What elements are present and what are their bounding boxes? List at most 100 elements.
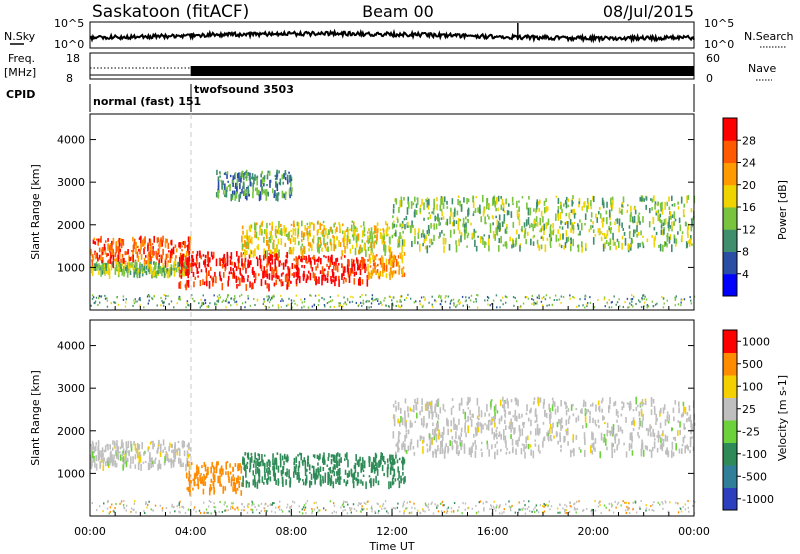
power-echo — [545, 222, 547, 230]
power-echo — [188, 259, 191, 262]
power-echo — [300, 239, 303, 243]
power-echo — [254, 174, 256, 181]
power-echo — [281, 190, 284, 199]
power-echo — [606, 201, 608, 208]
velocity-echo — [490, 400, 492, 408]
power-echo — [687, 223, 690, 230]
power-echo — [199, 250, 201, 256]
power-echo — [135, 268, 137, 275]
power-echo — [637, 242, 639, 249]
velocity-echo — [293, 457, 296, 464]
velocity-echo — [382, 503, 385, 506]
power-echo — [147, 267, 149, 272]
power-echo — [353, 225, 355, 229]
power-echo — [390, 270, 393, 275]
power-echo — [127, 249, 129, 255]
velocity-echo — [233, 477, 236, 481]
power-echo — [337, 294, 339, 297]
power-echo — [418, 228, 420, 233]
power-echo — [371, 235, 373, 244]
velocity-echo — [413, 502, 415, 505]
power-echo — [97, 241, 100, 246]
power-echo — [688, 240, 690, 244]
velocity-echo — [401, 443, 403, 451]
power-echo — [422, 304, 425, 307]
velocity-echo — [100, 459, 103, 463]
power-echo — [678, 217, 681, 224]
power-echo — [582, 304, 584, 307]
velocity-echo — [101, 450, 103, 456]
power-echo — [451, 198, 454, 205]
power-echo — [333, 305, 335, 308]
power-echo — [456, 210, 459, 216]
power-echo — [92, 258, 94, 262]
power-echo — [295, 256, 297, 262]
power-echo — [297, 272, 300, 278]
power-echo — [220, 278, 223, 282]
power-echo — [321, 279, 323, 286]
power-echo — [244, 240, 246, 248]
power-echo — [536, 222, 539, 227]
power-echo — [397, 255, 400, 259]
power-echo — [272, 294, 275, 297]
power-echo — [384, 220, 387, 225]
velocity-echo — [565, 409, 568, 416]
power-echo — [549, 238, 552, 246]
power-echo — [135, 247, 137, 254]
power-echo — [248, 254, 251, 259]
power-echo — [223, 190, 225, 195]
power-echo — [286, 284, 288, 290]
velocity-echo — [600, 400, 603, 404]
power-echo — [111, 240, 113, 249]
power-echo — [393, 270, 395, 274]
power-echo — [293, 299, 295, 302]
power-echo — [226, 171, 229, 175]
power-echo — [241, 274, 243, 283]
velocity-echo — [92, 458, 95, 463]
velocity-echo — [422, 509, 424, 512]
power-echo — [252, 192, 254, 199]
power-echo — [557, 229, 560, 234]
velocity-echo — [464, 411, 467, 420]
velocity-echo — [357, 479, 360, 484]
velocity-echo — [415, 412, 418, 419]
velocity-echo — [627, 507, 629, 510]
power-echo — [361, 239, 364, 243]
power-echo — [514, 296, 516, 299]
power-region-3 — [291, 254, 369, 287]
power-echo — [512, 221, 515, 228]
power-echo — [642, 216, 644, 223]
power-echo — [225, 306, 227, 309]
power-echo — [361, 258, 364, 262]
velocity-echo — [475, 444, 477, 450]
velocity-echo — [460, 446, 463, 449]
power-echo — [691, 243, 693, 246]
power-echo — [352, 259, 355, 263]
power-echo — [182, 240, 185, 246]
power-echo — [159, 266, 162, 271]
power-echo — [328, 265, 330, 270]
velocity-echo — [274, 506, 277, 509]
power-echo — [126, 270, 129, 278]
velocity-echo — [649, 424, 651, 432]
power-echo — [273, 275, 275, 278]
power-echo — [182, 253, 184, 261]
velocity-echo — [193, 508, 195, 511]
velocity-echo — [224, 486, 227, 491]
velocity-echo — [689, 436, 692, 444]
power-echo — [235, 300, 238, 303]
power-echo — [428, 229, 431, 234]
power-echo — [95, 238, 98, 241]
power-echo — [131, 256, 133, 261]
velocity-echo — [494, 422, 496, 428]
power-echo — [230, 304, 232, 307]
velocity-echo — [184, 511, 187, 514]
power-echo — [461, 295, 464, 298]
velocity-echo — [180, 463, 183, 468]
power-echo — [177, 266, 180, 270]
power-echo — [256, 258, 259, 267]
velocity-echo — [152, 509, 154, 512]
power-echo — [496, 219, 499, 226]
